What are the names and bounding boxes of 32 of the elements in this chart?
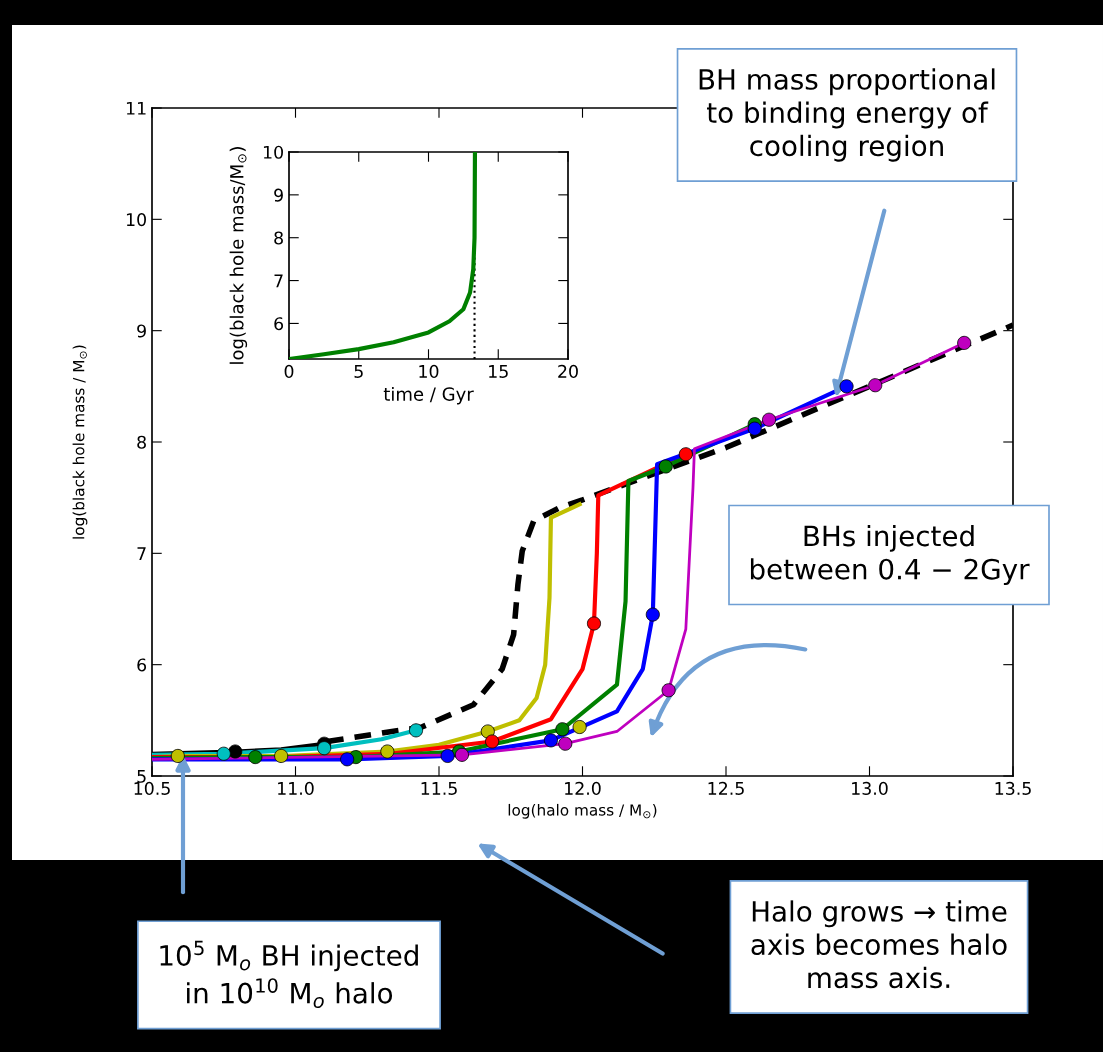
annotation: BH mass proportional to binding energy of cooling region [699,68,995,162]
y-tick-label: 9 [137,324,146,338]
x-tick-label: 13.5 [995,781,1031,795]
text: 10$^{5}$ M$_{o}$ BH injected in 10$^{10}$ M$_{o}$ halo [160,940,418,1009]
x-tick-label: 5 [354,365,363,378]
y-tick-label: 6 [274,317,284,331]
y-tick-label: 8 [274,231,283,245]
x-axis-title: log(halo mass / M$_{⊙}$) [508,803,657,819]
x-tick-label: 11.5 [421,782,457,795]
text: Halo grows → time axis becomes halo mass axis. [751,900,1007,989]
x-tick-label: 13.0 [852,781,888,795]
y-tick-label: 7 [274,274,283,288]
y-axis-title: log(black hole mass / M$_{⊙}$) [72,345,88,539]
y-tick-label: 6 [137,658,147,672]
y-tick-label: 5 [137,769,146,783]
x-tick-label: 15 [489,365,508,378]
x-tick-label: 12.5 [708,781,744,795]
x-tick-label: 20 [558,364,578,378]
annotation: BHs injected between 0.4 − 2Gyr [750,524,1030,586]
y-tick-label: 7 [137,547,146,560]
y-axis-title: log(black hole mass/M$_{⊙}$) [229,147,248,364]
y-tick-label: 10 [126,213,146,227]
y-tick-label: 11 [126,101,146,115]
x-tick-label: 12.0 [565,781,601,795]
y-tick-label: 10 [263,145,283,159]
y-tick-label: 9 [274,188,283,202]
y-tick-label: 8 [137,435,146,449]
x-tick-label: 0 [284,364,294,378]
x-tick-label: 10.5 [134,781,170,795]
x-axis-title: time / Gyr [383,386,474,405]
x-tick-label: 10 [419,364,439,378]
x-tick-label: 11.0 [278,781,314,795]
